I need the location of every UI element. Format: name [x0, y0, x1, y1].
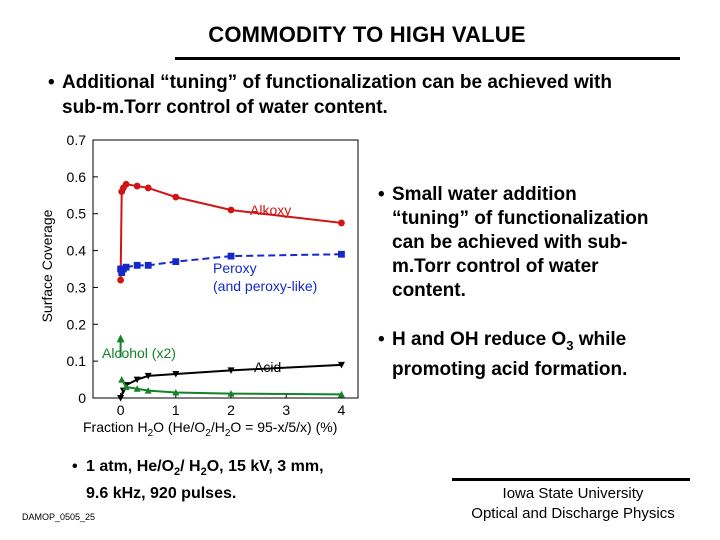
y-tick-label: 0.1 — [67, 353, 87, 369]
data-point-peroxy — [122, 263, 130, 271]
data-point-alkoxy — [172, 193, 180, 201]
conditions-text: O, 15 kV, 3 mm, — [206, 458, 324, 475]
right-bullet-2-text: H and OH reduce O — [392, 329, 567, 350]
subscript: 3 — [566, 337, 574, 353]
subscript: 2 — [174, 466, 181, 479]
bullet-dot: • — [72, 458, 78, 475]
conditions-text: / H — [180, 458, 201, 475]
alcohol-arrow-head — [116, 334, 125, 343]
bullet-dot: • — [378, 184, 385, 205]
y-tick-label: 0.4 — [67, 243, 87, 259]
data-point-alcohol-x — [118, 376, 126, 383]
affiliation: Iowa State University Optical and Discha… — [448, 484, 698, 524]
conditions-line2: 9.6 kHz, 920 pulses. — [86, 485, 237, 503]
main-bullet-line2: sub-m.Torr control of water content. — [62, 97, 388, 118]
conditions-bullet: • 1 atm, He/O2/ H2O, 15 kV, 3 mm, 9.6 kHz… — [72, 456, 402, 505]
data-point-peroxy — [227, 252, 235, 260]
right-bullet-1-line1: Small water addition — [392, 184, 577, 205]
right-bullet-2: • H and OH reduce O3 while promoting acid… — [378, 328, 678, 382]
x-tick-label: 1 — [172, 402, 180, 418]
data-point-alcohol-x — [122, 383, 130, 390]
main-bullet-line1: Additional “tuning” of functionalization… — [62, 72, 612, 93]
right-bullet-1-line2: “tuning” of functionalization — [392, 208, 649, 229]
x-tick-label: 2 — [227, 402, 235, 418]
data-point-peroxy — [338, 250, 345, 258]
data-point-peroxy — [133, 261, 141, 269]
data-point-alkoxy — [227, 206, 235, 214]
data-point-acid — [227, 367, 235, 374]
affiliation-rule — [452, 478, 690, 481]
data-point-alcohol-x — [172, 388, 180, 396]
data-point-alcohol-x — [227, 390, 235, 397]
slide-title: COMMODITY TO HIGH VALUE — [208, 22, 526, 47]
label-peroxy-like: (and peroxy-like) — [213, 278, 317, 294]
data-point-peroxy — [118, 269, 126, 277]
subscript: 2 — [200, 466, 207, 479]
bullet-dot: • — [378, 329, 385, 350]
x-tick-label: 3 — [282, 402, 290, 418]
conditions-text: 1 atm, He/O — [86, 458, 175, 475]
right-bullet-1-line5: content. — [392, 280, 466, 301]
data-point-alcohol-x — [133, 385, 141, 392]
right-bullet-2-line2: promoting acid formation. — [392, 358, 628, 380]
data-point-alkoxy — [122, 180, 130, 188]
data-point-acid — [337, 361, 345, 369]
alcohol-arrow — [116, 334, 125, 358]
data-point-acid — [117, 395, 125, 402]
y-axis-ticks: 0 0.1 0.2 0.3 0.4 0.5 0.6 0.7 — [67, 132, 98, 406]
x-axis-label: Fraction H2O (He/O2/H2O = 95-x/5/x) (%) — [83, 419, 337, 439]
affiliation-group: Optical and Discharge Physics — [471, 505, 675, 522]
label-alkoxy: Alkoxy — [250, 202, 291, 218]
label-peroxy: Peroxy — [213, 260, 257, 276]
x-tick-label: 4 — [338, 402, 346, 418]
right-bullet-1-line4: m.Torr control of water — [392, 256, 599, 277]
affiliation-university: Iowa State University — [502, 485, 644, 502]
bullet-dot: • — [48, 72, 55, 93]
y-tick-label: 0 — [78, 390, 86, 406]
y-tick-label: 0.3 — [67, 279, 87, 295]
right-bullet-1: • Small water addition “tuning” of functi… — [378, 183, 678, 303]
y-tick-label: 0.5 — [67, 206, 87, 222]
label-acid: Acid — [254, 359, 281, 375]
data-point-alcohol-x — [337, 390, 345, 398]
data-series — [117, 180, 345, 402]
y-tick-label: 0.7 — [67, 132, 87, 148]
y-axis-label: Surface Coverage — [39, 209, 55, 322]
data-point-acid — [172, 371, 180, 378]
data-point-acid — [133, 376, 141, 384]
data-point-alkoxy — [338, 219, 345, 227]
data-point-peroxy — [144, 261, 152, 269]
right-bullet-2-text-end: while — [573, 329, 627, 350]
main-bullet: • Additional “tuning” of functionalizatio… — [48, 70, 708, 120]
x-tick-label: 0 — [117, 402, 125, 418]
data-point-acid — [144, 372, 152, 380]
y-tick-label: 0.6 — [67, 169, 87, 185]
label-alcohol: Alcohol (x2) — [102, 345, 176, 361]
data-point-alkoxy — [133, 182, 141, 190]
y-tick-label: 0.2 — [67, 316, 87, 332]
data-point-alcohol-x — [144, 387, 152, 394]
data-point-peroxy — [172, 258, 180, 266]
right-bullet-1-line3: can be achieved with sub- — [392, 232, 628, 253]
data-point-alkoxy — [144, 184, 152, 192]
data-point-alkoxy — [117, 276, 125, 284]
title-underline — [175, 57, 680, 60]
footer-code: DAMOP_0505_25 — [22, 512, 96, 522]
